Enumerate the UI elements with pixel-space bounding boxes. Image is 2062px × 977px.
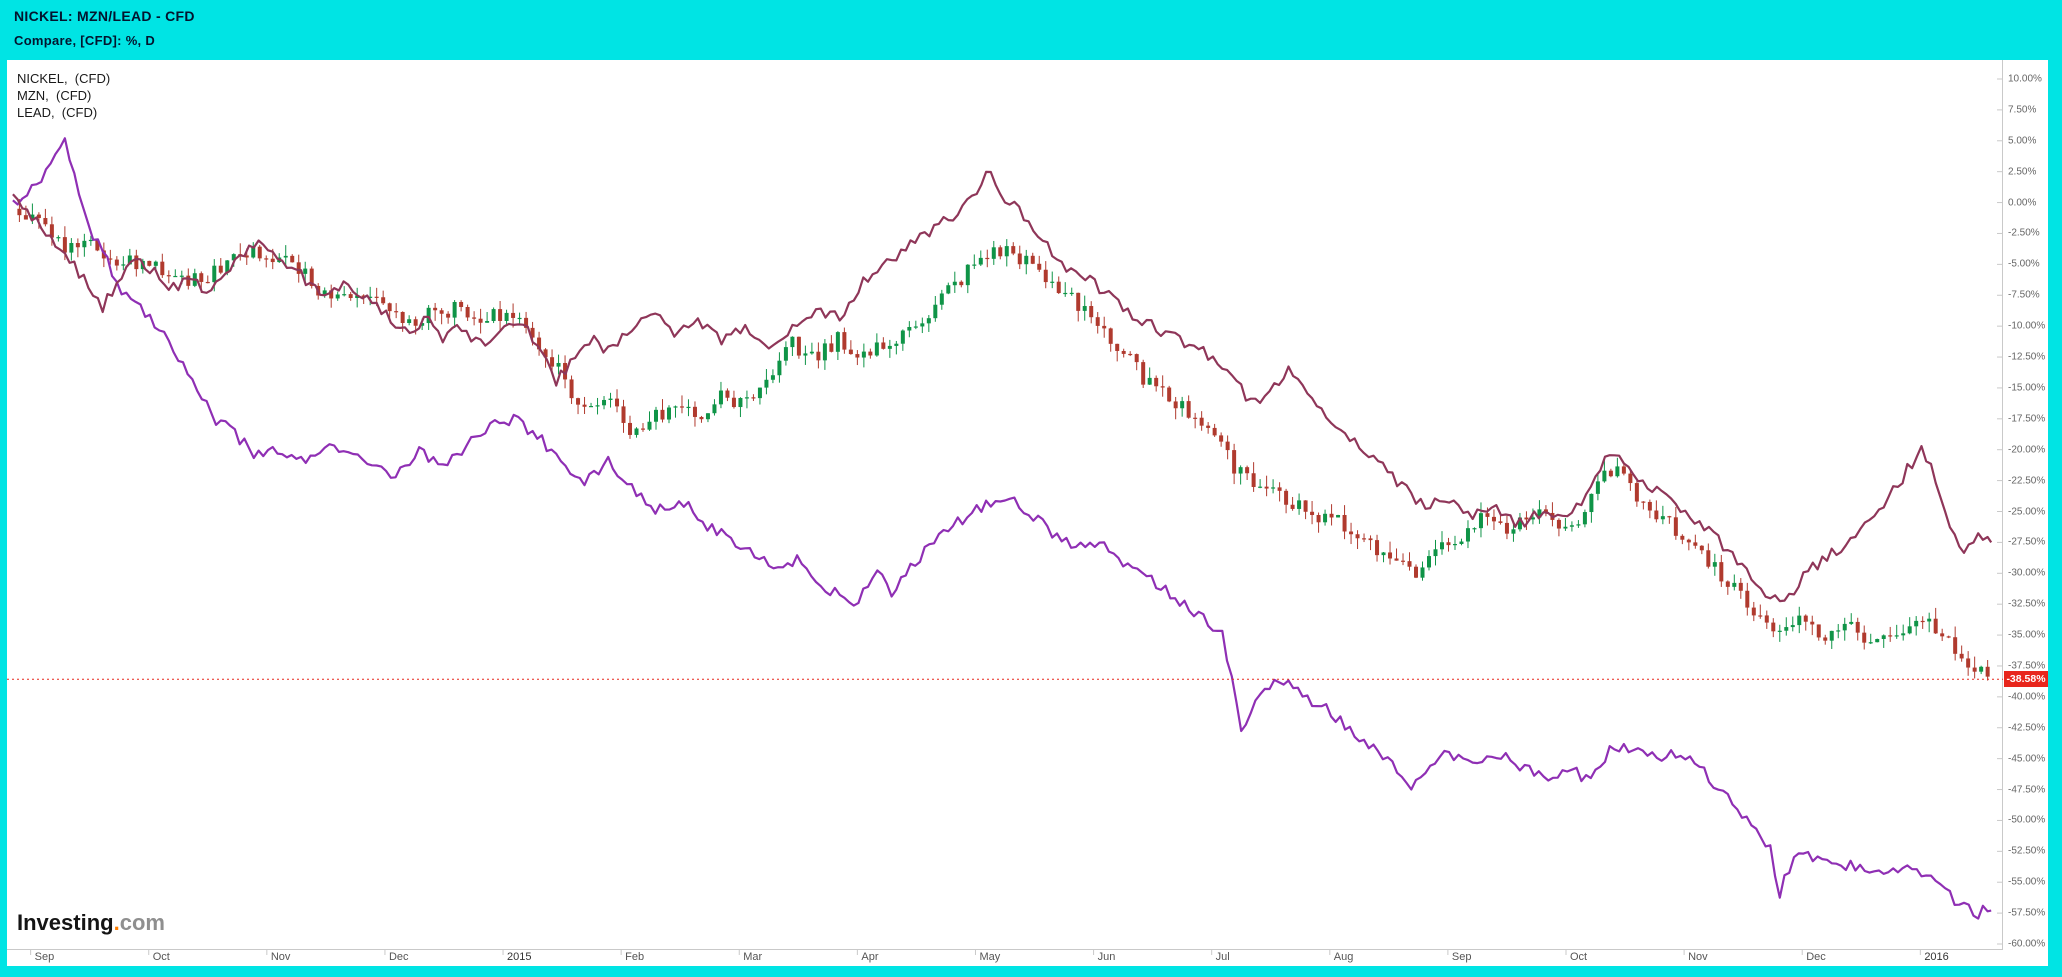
y-axis-label: -15.00% bbox=[2008, 382, 2046, 394]
x-axis-label: 2016 bbox=[1924, 951, 1949, 963]
y-axis-label: -60.00% bbox=[2008, 938, 2046, 950]
y-axis-label: -17.50% bbox=[2008, 413, 2046, 425]
line-series-lead bbox=[12, 170, 1993, 603]
candlestick-series bbox=[17, 199, 1990, 681]
y-axis-label: -5.00% bbox=[2008, 258, 2040, 270]
x-axis-label: Nov bbox=[270, 951, 291, 963]
line-series-mzn bbox=[12, 137, 1992, 920]
x-axis-label: Apr bbox=[861, 951, 879, 963]
price-plot[interactable] bbox=[7, 60, 2003, 966]
x-axis-label: Aug bbox=[1333, 951, 1354, 963]
y-axis-label: -32.50% bbox=[2008, 598, 2046, 610]
x-axis-label: Sep bbox=[1451, 951, 1472, 963]
x-axis-label: Nov bbox=[1688, 951, 1708, 963]
x-axis-label: 2015 bbox=[507, 951, 532, 963]
investing-logo[interactable]: Investing.com bbox=[17, 910, 165, 936]
x-axis-label: Dec bbox=[388, 951, 409, 963]
legend: NICKEL, (CFD) MZN, (CFD) LEAD, (CFD) bbox=[17, 70, 110, 121]
logo-text: Investing bbox=[17, 910, 114, 935]
y-axis-label: 2.50% bbox=[2008, 166, 2037, 178]
y-axis-label: -57.50% bbox=[2008, 907, 2046, 919]
y-axis-label: -50.00% bbox=[2008, 814, 2046, 826]
y-axis-label: 10.00% bbox=[2008, 73, 2042, 85]
y-axis-label: -12.50% bbox=[2008, 351, 2046, 363]
x-axis-label: Jul bbox=[1215, 951, 1230, 963]
y-axis-label: -10.00% bbox=[2008, 320, 2046, 332]
chart-header: NICKEL: MZN/LEAD - CFD Compare, [CFD]: %… bbox=[0, 0, 2062, 60]
y-axis-label: -40.00% bbox=[2008, 691, 2046, 703]
x-axis-label: Oct bbox=[1570, 951, 1588, 963]
x-axis-label: Sep bbox=[34, 951, 55, 963]
x-axis-label: Mar bbox=[743, 951, 763, 963]
legend-item-lead: LEAD, (CFD) bbox=[17, 105, 98, 120]
x-axis-label: Dec bbox=[1806, 951, 1826, 963]
x-axis-label: Jun bbox=[1097, 951, 1116, 963]
y-axis-label: -52.50% bbox=[2008, 845, 2046, 857]
y-axis-label: 0.00% bbox=[2008, 197, 2037, 209]
chart-area[interactable]: NICKEL, (CFD) MZN, (CFD) LEAD, (CFD) 10.… bbox=[7, 60, 2048, 966]
legend-item-mzn: MZN, (CFD) bbox=[17, 88, 92, 103]
x-axis-label: Oct bbox=[152, 951, 170, 963]
x-axis-label: May bbox=[979, 951, 1001, 963]
x-axis-label: Feb bbox=[625, 951, 645, 963]
legend-item-nickel: NICKEL, (CFD) bbox=[17, 71, 111, 86]
y-axis-label: 7.50% bbox=[2008, 104, 2037, 116]
y-axis-label: -25.00% bbox=[2008, 506, 2046, 517]
y-axis-label: -47.50% bbox=[2008, 784, 2046, 796]
y-axis-label: -20.00% bbox=[2008, 444, 2046, 456]
y-axis-label: -35.00% bbox=[2008, 629, 2046, 641]
y-axis-label: -42.50% bbox=[2008, 722, 2046, 734]
header-title: NICKEL: MZN/LEAD - CFD bbox=[14, 8, 195, 24]
y-axis-label: 5.00% bbox=[2008, 135, 2037, 147]
y-axis-label: -37.50% bbox=[2008, 660, 2046, 672]
last-price-label: -38.58% bbox=[2004, 671, 2048, 688]
logo-suffix: com bbox=[119, 910, 165, 935]
y-axis-label: -22.50% bbox=[2008, 475, 2046, 487]
y-axis-label: -27.50% bbox=[2008, 536, 2046, 548]
y-axis-label: -55.00% bbox=[2008, 876, 2046, 888]
y-axis-label: -2.50% bbox=[2008, 227, 2040, 239]
y-axis-label: -7.50% bbox=[2008, 289, 2040, 301]
logo-dot: . bbox=[113, 910, 120, 935]
y-axis-label: -30.00% bbox=[2008, 567, 2046, 579]
y-axis-label: -45.00% bbox=[2008, 753, 2046, 765]
header-subtitle: Compare, [CFD]: %, D bbox=[14, 33, 156, 48]
